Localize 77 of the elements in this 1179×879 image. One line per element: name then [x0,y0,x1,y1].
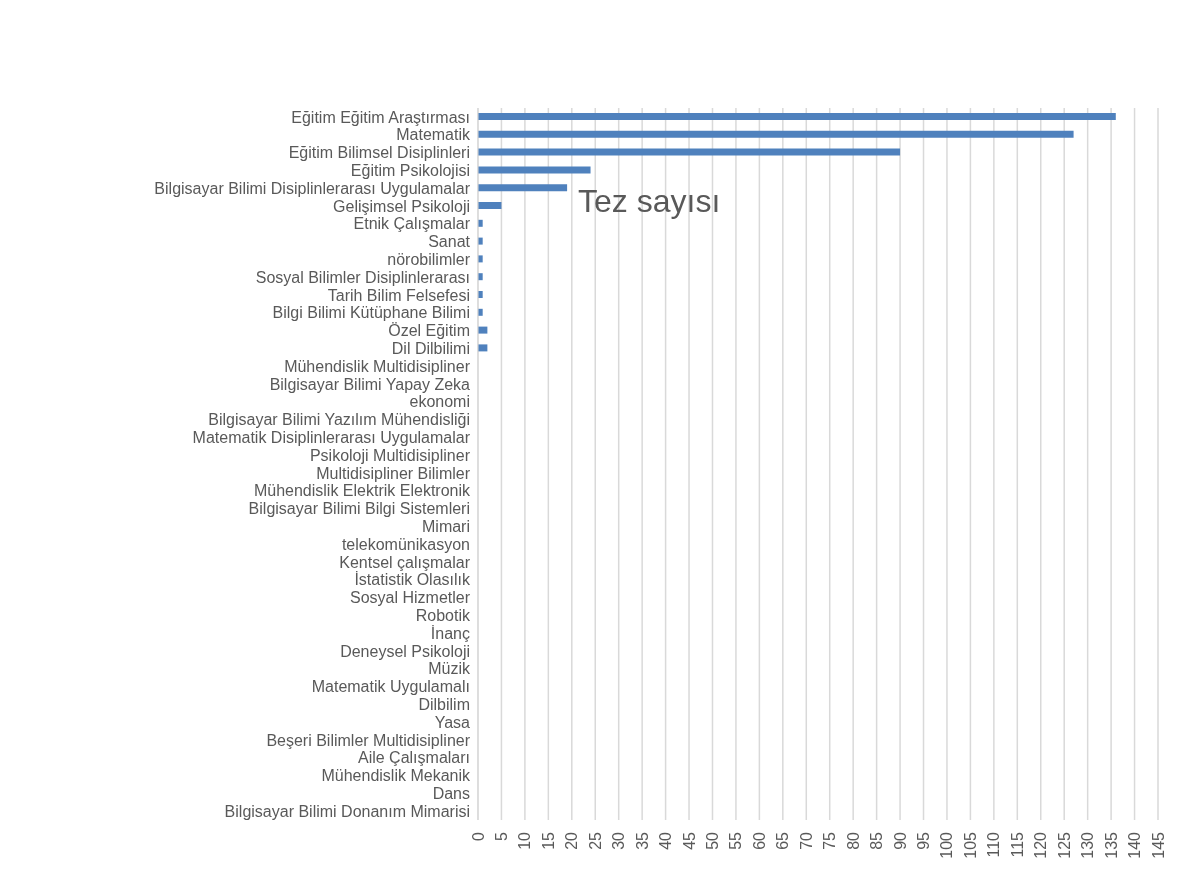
x-tick-label: 25 [586,831,604,850]
y-tick-label: nörobilimler [387,250,471,268]
y-tick-label: Dans [432,784,470,802]
x-tick-label: 130 [1079,831,1097,859]
y-tick-label: Multidisipliner Bilimler [316,464,471,482]
x-tick-label: 100 [938,831,956,859]
y-tick-label: Mühendislik Elektrik Elektronik [253,482,471,500]
y-tick-label: Eğitim Psikolojisi [350,161,470,179]
x-tick-label: 0 [469,831,487,841]
x-tick-label: 90 [891,831,909,850]
bar [478,148,901,156]
y-tick-label: Bilgisayar Bilimi Disiplinlerarası Uygulamalar [154,179,471,197]
y-tick-label: Gelişimsel Psikoloji [333,197,470,215]
x-tick-label: 75 [821,831,839,850]
y-tick-label: Müzik [428,660,471,678]
text: Tez sayısı [578,183,721,220]
x-tick-label: 20 [563,831,581,850]
x-tick-label: 80 [844,831,862,850]
y-tick-label: Bilgisayar Bilimi Yazılım Mühendisliği [208,411,470,429]
y-tick-label: İstatistik Olasılık [354,570,471,589]
y-tick-label: Dilbilim [418,695,470,713]
y-tick-label: Yasa [434,713,471,731]
y-tick-label: Beşeri Bilimler Multidisipliner [266,731,471,749]
bar [478,202,502,209]
x-tick-label: 70 [797,831,815,850]
y-tick-label: Özel Eğitim [388,322,470,340]
x-tick-label: 95 [915,831,933,850]
y-tick-label: Dil Dilbilimi [391,339,470,357]
x-tick-label: 30 [610,831,628,850]
y-tick-label: Bilgi Bilimi Kütüphane Bilimi [272,304,470,322]
x-tick-label: 10 [516,831,534,850]
bar [478,184,568,192]
x-tick-label: 110 [985,831,1003,858]
x-tick-label: 60 [750,831,768,850]
y-tick-label: Aile Çalışmaları [357,749,470,767]
bar [478,113,1116,120]
y-tick-label: Mühendislik Mekanik [321,767,471,785]
x-tick-label: 65 [774,831,792,850]
y-tick-label: Sanat [428,233,471,251]
y-tick-label: Eğitim Bilimsel Disiplinleri [288,144,470,162]
bar [478,130,1074,138]
y-tick-label: Psikoloji Multidisipliner [309,446,471,464]
y-tick-label: Matematik [396,126,471,144]
y-tick-label: Matematik Disiplinlerarası Uygulamalar [192,428,471,446]
y-tick-label: Robotik [415,606,471,624]
x-tick-label: 50 [703,831,721,850]
bar [478,166,591,174]
y-tick-label: İnanç [430,623,470,642]
y-tick-label: Bilgisayar Bilimi Donanım Mimarisi [224,802,470,820]
x-tick-label: 115 [1008,831,1026,858]
y-tick-label: Etnik Çalışmalar [353,215,471,233]
x-tick-label: 40 [657,831,675,850]
x-tick-label: 105 [961,831,979,859]
y-tick-label: Deneysel Psikoloji [340,642,470,660]
x-tick-label: 125 [1055,831,1073,859]
y-tick-label: ekonomi [409,393,470,411]
x-tick-label: 135 [1102,831,1120,859]
x-tick-label: 15 [539,831,557,850]
x-tick-label: 140 [1126,831,1144,859]
y-tick-label: Mühendislik Multidisipliner [284,357,471,375]
x-tick-label: 5 [492,831,510,841]
y-tick-label: Mimari [422,517,470,535]
y-tick-label: Kentsel çalışmalar [339,553,471,571]
x-tick-label: 55 [727,831,745,850]
y-tick-label: Sosyal Bilimler Disiplinlerarası [255,268,470,286]
y-tick-label: Eğitim Eğitim Araştırması [291,108,470,126]
x-tick-label: 35 [633,831,651,850]
y-tick-label: Bilgisayar Bilimi Bilgi Sistemleri [248,500,470,518]
x-tick-label: 85 [868,831,886,850]
x-tick-label: 145 [1149,831,1167,859]
y-tick-label: Matematik Uygulamalı [311,678,470,696]
y-tick-label: telekomünikasyon [341,535,470,553]
y-tick-label: Bilgisayar Bilimi Yapay Zeka [269,375,471,393]
x-tick-label: 120 [1032,831,1050,859]
y-tick-label: Tarih Bilim Felsefesi [327,286,470,304]
y-tick-label: Sosyal Hizmetler [349,589,471,607]
x-tick-label: 45 [680,831,698,850]
